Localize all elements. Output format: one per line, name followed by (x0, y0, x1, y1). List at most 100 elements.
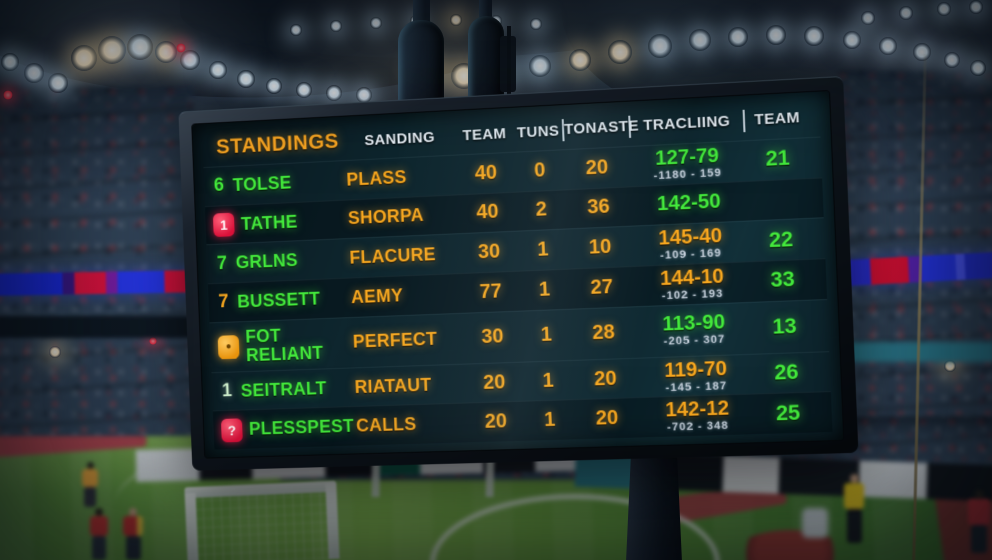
points-value: 22 (768, 227, 794, 252)
floodlight (843, 31, 861, 49)
standings-rows: 6 TOLSE PLASS 40 0 20 127-79 -1180 - 159… (203, 136, 833, 450)
floodlight (209, 61, 227, 79)
player-head (86, 462, 94, 469)
floodlight (127, 34, 153, 60)
floodlight (370, 17, 382, 29)
team-alt-name: CALLS (355, 414, 417, 436)
tuns-value: 1 (536, 238, 549, 261)
floodlight (861, 11, 875, 25)
team-value: 40 (476, 200, 499, 224)
tuns-value: 1 (542, 369, 555, 392)
floodlight (330, 20, 342, 32)
team-alt-name: PERFECT (352, 328, 438, 352)
team-alt-name: RIATAUT (354, 374, 432, 397)
rank-cell: 1 SEITRALT (212, 376, 355, 402)
floodlight (913, 43, 931, 61)
floodlight (356, 87, 372, 103)
points-value: 21 (765, 146, 791, 172)
floodlight (970, 60, 986, 76)
tonaste-value: 28 (591, 321, 616, 345)
tracking-value: 144-10 (659, 265, 725, 290)
tonaste-value: 36 (586, 195, 611, 219)
team-value: 40 (474, 161, 498, 185)
player-legs (84, 487, 96, 507)
goal-net (192, 491, 332, 560)
tuns-value: 1 (538, 278, 551, 301)
floodlight (766, 25, 786, 45)
tuns-value: 0 (533, 159, 546, 182)
scoreboard-screen: STANDINGS SANDING TEAM TUNS TONASTE TRAC… (192, 91, 844, 458)
player-shirt (844, 483, 864, 509)
player-legs (125, 536, 141, 560)
antenna-rod (507, 26, 511, 96)
floodlight (176, 43, 186, 53)
rank-number: 1 (221, 380, 233, 402)
tracking-sub-value: -102 - 193 (661, 287, 724, 302)
team-name: SEITRALT (240, 378, 327, 401)
pitch-logo-circle (734, 530, 846, 560)
floodlight (944, 360, 956, 372)
team-name: GRLNS (235, 250, 299, 273)
rank-badge-red: ? (220, 417, 243, 443)
points-value: 13 (771, 314, 798, 339)
team-value: 20 (482, 370, 506, 394)
rank-cell: ? PLESSPEST (213, 414, 356, 443)
floodlight (937, 2, 951, 16)
team-value: 77 (479, 280, 503, 303)
column-header-tonaste: TONASTE (561, 115, 639, 142)
player-legs (92, 536, 106, 560)
pitchside-seat (802, 508, 828, 538)
tracking-sub-value: -702 - 348 (666, 419, 729, 434)
rank-cell: 7 GRLNS (207, 247, 350, 275)
hoarding-dark-left (0, 316, 192, 338)
floodlight (24, 63, 44, 83)
tracking-value: 113-90 (662, 311, 726, 336)
tracking-cell: 113-90 -205 - 307 (636, 311, 752, 349)
floodlight (728, 27, 748, 47)
team-name: FOT RELIANT (245, 325, 324, 365)
scoreboard: STANDINGS SANDING TEAM TUNS TONASTE TRAC… (178, 75, 859, 471)
floodlight (48, 73, 68, 93)
column-header-tuns: TUNS (516, 121, 560, 142)
tracking-value: 127-79 (654, 144, 720, 170)
floodlight (899, 6, 913, 20)
player-legs (846, 509, 862, 543)
player-shirt (90, 516, 108, 536)
team-alt-name: AEMY (350, 284, 404, 307)
floodlight (530, 18, 542, 30)
tonaste-value: 10 (588, 235, 612, 259)
tuns-value: 1 (540, 323, 553, 347)
antenna-neck (479, 0, 492, 20)
referee (842, 474, 866, 543)
column-header-points: TEAM (742, 106, 810, 133)
tonaste-value: 27 (590, 275, 614, 299)
rank-cell: ● FOT RELIANT (210, 324, 354, 365)
column-header-name: SANDING (364, 128, 436, 149)
goal-near (184, 480, 340, 560)
tracking-cell: 145-40 -109 - 169 (633, 225, 749, 263)
points-value: 25 (775, 400, 801, 426)
antenna-neck (413, 0, 430, 26)
led-ribbon-left (0, 270, 193, 296)
player-shirt (82, 469, 98, 487)
floodlight (608, 40, 632, 64)
ad-panel (721, 455, 780, 494)
floodlight (804, 26, 824, 46)
rank-cell: 7 BUSSETT (208, 287, 351, 314)
floodlight (450, 14, 462, 26)
rank-number: 6 (213, 175, 225, 197)
floodlight (149, 337, 157, 345)
floodlight (326, 85, 342, 101)
floodlight (648, 34, 672, 58)
tuns-value: 2 (535, 198, 548, 222)
floodlight (1, 53, 19, 71)
team-name: PLESSPEST (248, 416, 355, 440)
floodlight (969, 0, 983, 14)
tracking-cell: 144-10 -102 - 193 (634, 265, 750, 303)
floodlight (3, 90, 13, 100)
floodlight (689, 29, 711, 51)
points-value (746, 198, 812, 201)
tracking-cell: 119-70 -145 - 187 (638, 357, 754, 394)
player (88, 508, 110, 560)
team-alt-name: FLACURE (349, 244, 437, 268)
